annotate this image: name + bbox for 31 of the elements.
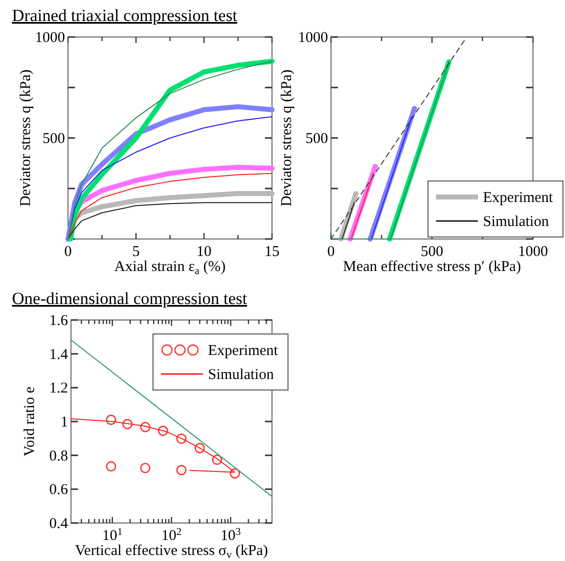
x-tick-label: 1000 <box>518 244 548 260</box>
x-tick-label: 0 <box>64 244 72 260</box>
legend-label: Experiment <box>483 190 554 206</box>
chart-title: Drained triaxial compression test <box>12 6 238 25</box>
y-tick-label: 0.4 <box>49 516 68 532</box>
y-axis-title: Deviator stress q (kPa) <box>18 69 34 207</box>
x-axis-title: Axial strain ε$_{a}$ (%) <box>114 259 226 277</box>
x-tick-label: 10$^{2}$ <box>161 526 182 544</box>
x-tick-label: 5 <box>132 244 140 260</box>
y-tick-label: 0.8 <box>49 448 68 464</box>
x-axis-title: Vertical effective stress σ$_{v}$ (kPa) <box>75 543 268 561</box>
x-tick-label: 10$^{3}$ <box>220 526 241 544</box>
x-tick-label: 10 <box>196 244 212 260</box>
x-tick-label: 15 <box>264 244 280 260</box>
legend-label: Experiment <box>208 343 279 359</box>
y-tick-label: 1.6 <box>49 313 68 329</box>
y-tick-label: 1.2 <box>49 380 68 397</box>
legend-label: Simulation <box>483 214 550 230</box>
legend-label: Simulation <box>208 367 274 383</box>
x-tick-label: 10$^{1}$ <box>102 526 122 544</box>
x-tick-label: 0 <box>327 244 335 260</box>
y-axis-title: Void ratio e <box>22 386 38 456</box>
y-tick-label: 0.6 <box>49 482 68 498</box>
y-tick-label: 500 <box>42 131 65 147</box>
x-tick-label: 500 <box>420 244 444 260</box>
y-tick-label: 1 <box>60 414 68 430</box>
x-axis-title: Mean effective stress p′ (kPa) <box>343 259 521 275</box>
chart-title: One-dimensional compression test <box>12 289 248 308</box>
y-tick-label: 1.4 <box>49 346 68 363</box>
y-tick-label: 1000 <box>35 30 65 46</box>
y-axis-title: Deviator stress q (kPa) <box>279 69 295 207</box>
